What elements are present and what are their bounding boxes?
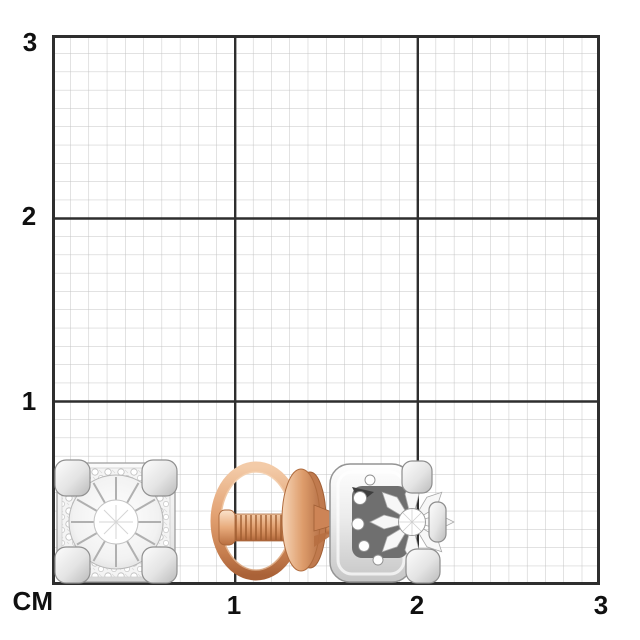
y-axis-label-1: 1: [21, 386, 37, 416]
prongs-front: [54, 459, 178, 584]
pave-diamonds-side: [351, 474, 384, 566]
unit-label-cm: СМ: [12, 586, 54, 616]
y-axis-label-2: 2: [21, 201, 37, 231]
y-axis-label-3: 3: [22, 27, 38, 57]
x-axis-label-1: 1: [226, 590, 242, 620]
x-axis-label-2: 2: [409, 590, 425, 620]
stud-earring-side-icon: [329, 460, 455, 584]
screw-back-clasp-icon: [210, 461, 354, 581]
stud-earring-front-icon: [54, 459, 178, 584]
diamond-facet-rays: [71, 477, 161, 567]
x-axis-label-3: 3: [593, 590, 609, 620]
grid-border: [52, 35, 600, 585]
grid-major-lines: [52, 35, 600, 585]
post-tip: [218, 509, 236, 546]
prongs-side: [401, 460, 447, 584]
